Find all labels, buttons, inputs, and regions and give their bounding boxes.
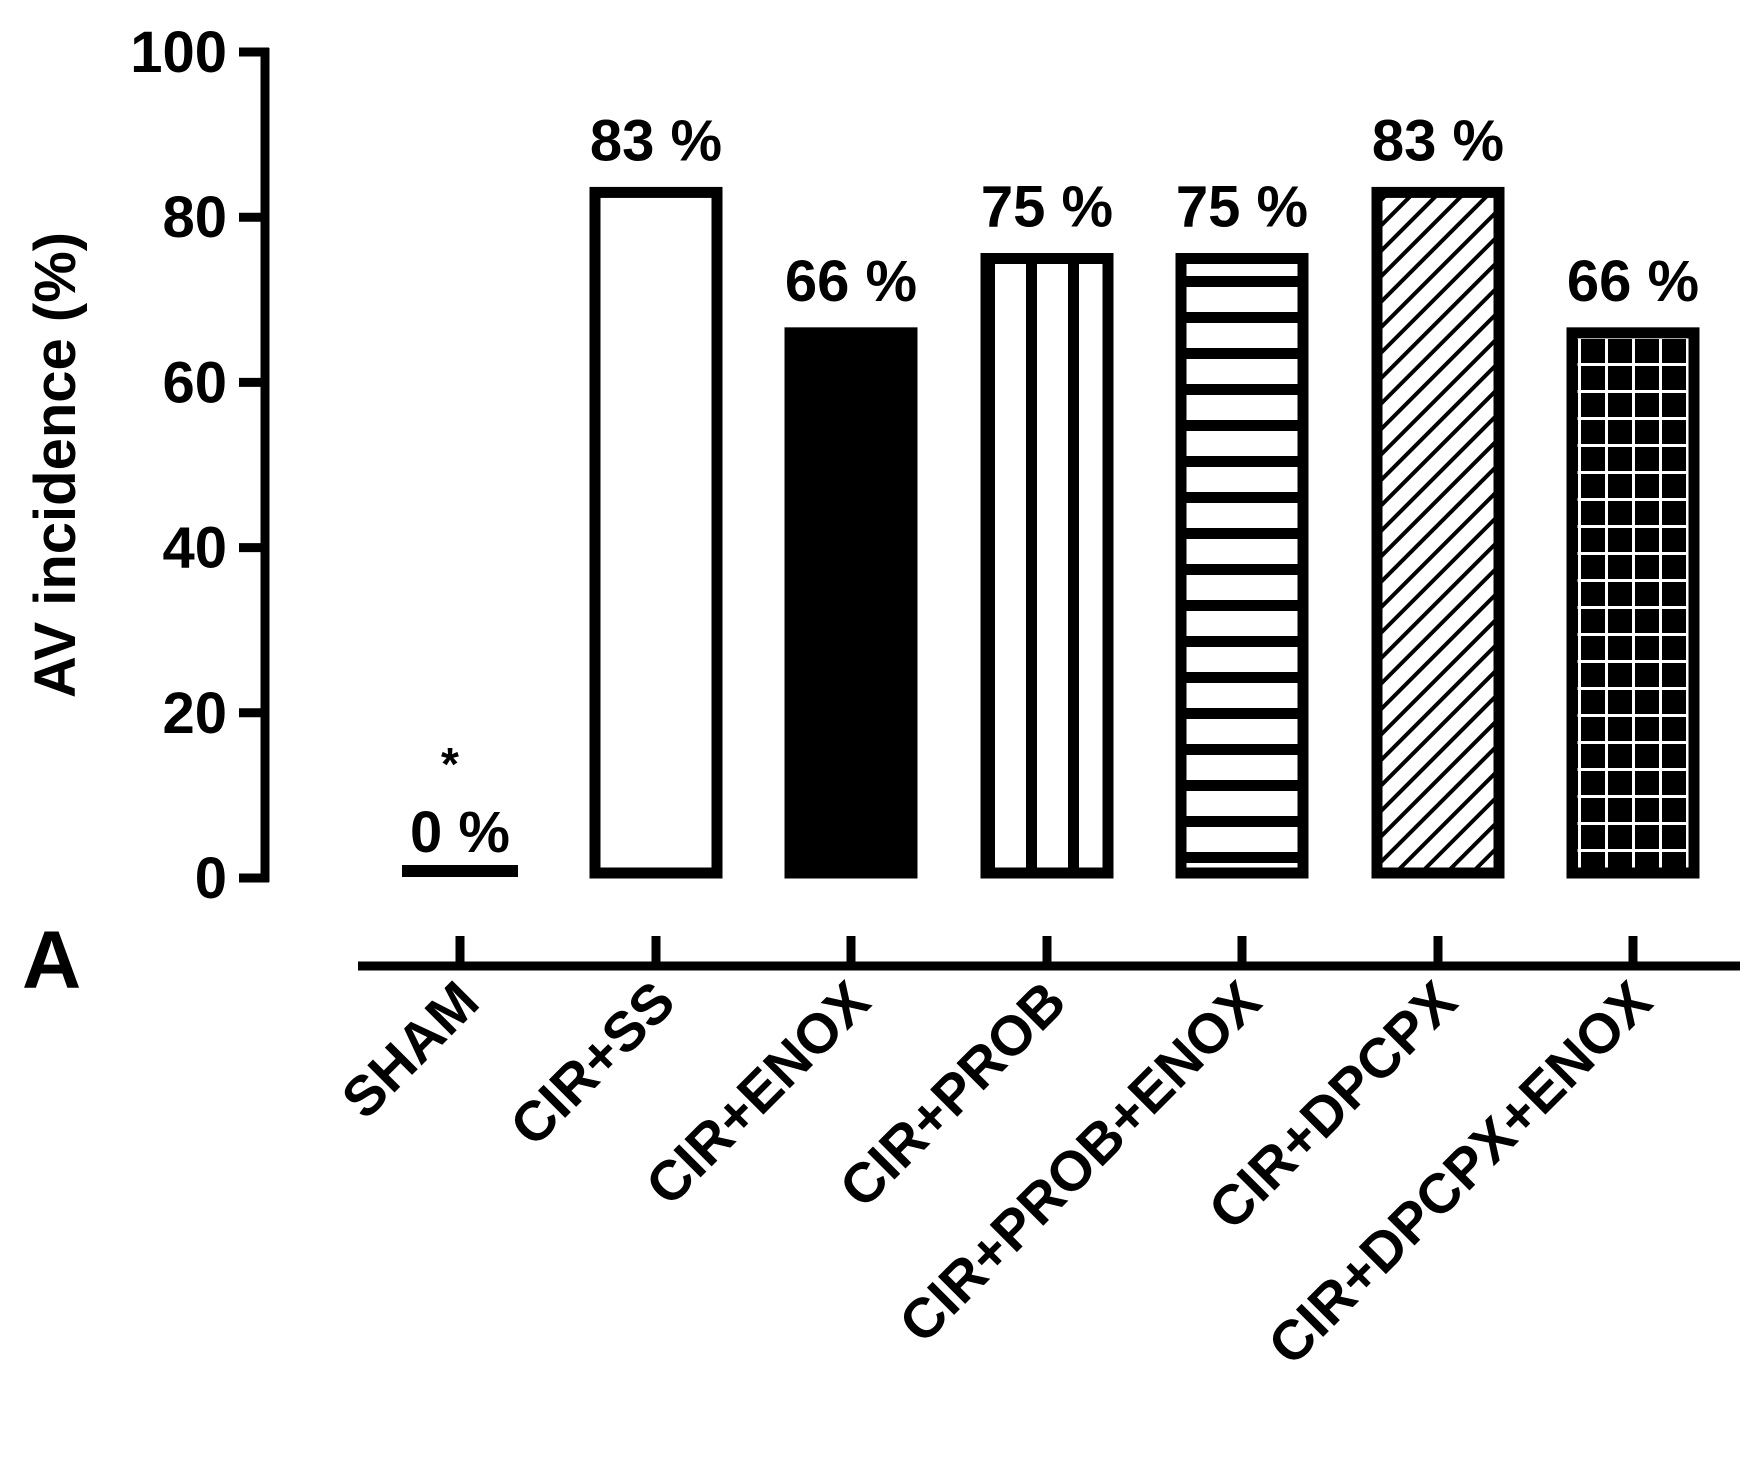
x-tick-label: CIR+DPCPX+ENOX xyxy=(1256,969,1664,1377)
bar-value-label: 0 % xyxy=(410,800,510,865)
bar-value-label: 83 % xyxy=(1372,108,1504,173)
y-tick-label: 0 xyxy=(195,846,227,911)
panel-label: A xyxy=(22,915,81,1006)
bar xyxy=(1371,186,1505,879)
y-tick-label: 40 xyxy=(162,516,227,581)
bar-value-label: 66 % xyxy=(1567,249,1699,314)
y-axis: 0 20 40 60 80 100 xyxy=(130,20,270,911)
x-tick-label: CIR+PROB+ENOX xyxy=(887,969,1273,1355)
y-axis-title: AV incidence (%) xyxy=(23,232,88,698)
y-tick-label: 60 xyxy=(162,350,227,415)
x-tick-label: SHAM xyxy=(329,969,490,1130)
bar xyxy=(980,253,1114,879)
bar-value-label: 75 % xyxy=(981,175,1113,240)
x-tick-label: CIR+SS xyxy=(498,969,687,1158)
y-tick-label: 80 xyxy=(162,185,227,250)
bar-value-label: 66 % xyxy=(785,249,917,314)
y-tick-label: 20 xyxy=(162,681,227,746)
x-axis: SHAM CIR+SSCIR+ENOXCIR+PROBCIR+PROB+ENOXC… xyxy=(329,936,1740,1377)
y-tick-label: 100 xyxy=(130,20,227,85)
bar-value-label: 83 % xyxy=(590,108,722,173)
significance-marker: * xyxy=(441,738,459,790)
bar xyxy=(1175,253,1309,879)
bar xyxy=(784,327,918,879)
bars xyxy=(402,186,1700,879)
bar xyxy=(589,186,723,879)
bar xyxy=(1566,327,1700,879)
value-labels: 0 % 83 % 66 % 75 % 75 % 83 % 66 % * xyxy=(410,108,1699,865)
bar-value-label: 75 % xyxy=(1176,175,1308,240)
